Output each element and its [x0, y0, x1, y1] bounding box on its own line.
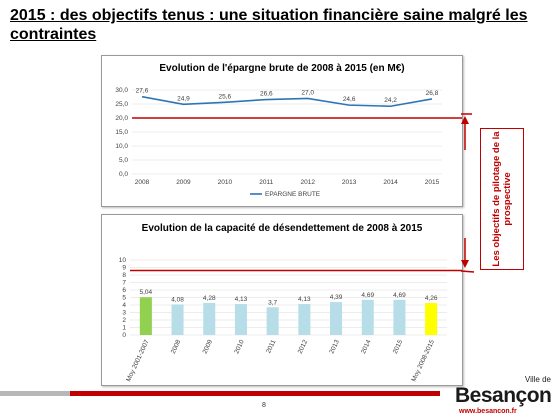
logo-main-text: Besançon: [455, 384, 552, 407]
x-tick-label: 2009: [176, 179, 191, 186]
debt-capacity-chart-title: Evolution de la capacité de désendetteme…: [141, 223, 423, 234]
data-label: 4,13: [298, 296, 311, 303]
bar: [298, 304, 311, 335]
pilot-objectives-box: Les objectifs de pilotage de la prospect…: [480, 128, 524, 270]
data-label: 24,2: [384, 97, 397, 104]
bar: [234, 304, 247, 335]
y-tick-label: 8: [122, 272, 126, 279]
x-tick-label: 2013: [342, 179, 357, 186]
data-label: 5,04: [140, 289, 153, 296]
y-tick-label: 20,0: [115, 115, 128, 122]
x-tick-label: 2012: [297, 339, 310, 355]
bar: [393, 299, 406, 335]
legend-label: EPARGNE BRUTE: [265, 191, 321, 198]
x-tick-label: 2011: [265, 339, 277, 355]
data-label: 26,6: [260, 91, 273, 98]
y-tick-label: 30,0: [115, 87, 128, 94]
y-tick-label: 9: [122, 265, 126, 272]
data-label: 27,0: [301, 89, 314, 96]
data-label: 26,8: [426, 90, 439, 97]
x-tick-label: 2010: [218, 179, 233, 186]
bar: [425, 303, 438, 335]
page-number: 8: [262, 402, 266, 409]
y-tick-label: 10: [119, 257, 127, 264]
logo-url-text: www.besancon.fr: [459, 408, 517, 415]
data-label: 4,28: [203, 295, 216, 302]
x-tick-label: Moy 2008-2015: [411, 339, 437, 383]
y-tick-label: 7: [122, 280, 126, 287]
savings-series-line: [141, 95, 433, 108]
data-label: 4,26: [425, 295, 438, 302]
y-tick-label: 5: [122, 295, 126, 302]
bar: [203, 302, 216, 335]
savings-line-chart: 0,0 5,0 10,0 15,0 20,0 25,0 30,0 2008 2009 2010 20…: [115, 87, 462, 198]
data-label: 24,9: [177, 95, 190, 102]
y-tick-label: 6: [122, 287, 126, 294]
y-tick-label: 0: [122, 332, 126, 339]
footer-bar: [0, 391, 440, 396]
logo-small-text: Ville de: [524, 375, 551, 384]
y-tick-label: 15,0: [115, 129, 128, 136]
x-tick-label: 2011: [259, 179, 273, 186]
y-tick-label: 0,0: [119, 171, 128, 178]
besancon-logo: Ville de Besançon www.besancon.fr: [455, 375, 555, 420]
x-tick-label: 2010: [233, 339, 246, 355]
x-tick-label: 2013: [328, 339, 341, 355]
data-label: 4,39: [330, 294, 343, 301]
data-label: 4,13: [235, 296, 248, 303]
data-label: 4,69: [361, 292, 374, 299]
data-label: 3,7: [268, 299, 277, 306]
x-tick-label: 2008: [135, 179, 150, 186]
x-tick-label: 2008: [170, 339, 183, 355]
y-tick-label: 4: [122, 302, 126, 309]
slide-title: 2015 : des objectifs tenus : une situati…: [10, 7, 528, 43]
x-tick-label: 2015: [425, 179, 440, 186]
bar: [330, 302, 343, 335]
x-tick-label: Moy 2001-2007: [125, 339, 151, 383]
bar: [361, 299, 374, 335]
y-tick-label: 25,0: [115, 101, 128, 108]
bar: [139, 297, 152, 335]
savings-chart-title: Evolution de l'épargne brute de 2008 à 2…: [159, 63, 405, 74]
savings-chart-panel: Evolution de l'épargne brute de 2008 à 2…: [101, 55, 463, 207]
pilot-objectives-label: Les objectifs de pilotage de la prospect…: [491, 131, 513, 267]
y-tick-label: 5,0: [119, 157, 128, 164]
y-tick-label: 3: [122, 310, 126, 317]
x-tick-label: 2014: [360, 339, 373, 355]
x-tick-label: 2009: [202, 339, 215, 355]
x-tick-label: 2015: [392, 339, 405, 355]
bar: [171, 304, 184, 335]
debt-capacity-chart-panel: Evolution de la capacité de désendetteme…: [101, 214, 463, 386]
x-tick-label: 2014: [383, 179, 398, 186]
data-label: 27,6: [136, 88, 149, 95]
y-tick-label: 2: [122, 317, 126, 324]
data-label: 25,6: [219, 93, 232, 100]
data-label: 4,69: [393, 292, 406, 299]
data-label: 24,6: [343, 96, 356, 103]
data-label: 4,08: [171, 296, 184, 303]
y-tick-label: 10,0: [115, 143, 128, 150]
x-tick-label: 2012: [300, 179, 315, 186]
bar: [266, 307, 279, 335]
y-tick-label: 1: [122, 325, 126, 332]
